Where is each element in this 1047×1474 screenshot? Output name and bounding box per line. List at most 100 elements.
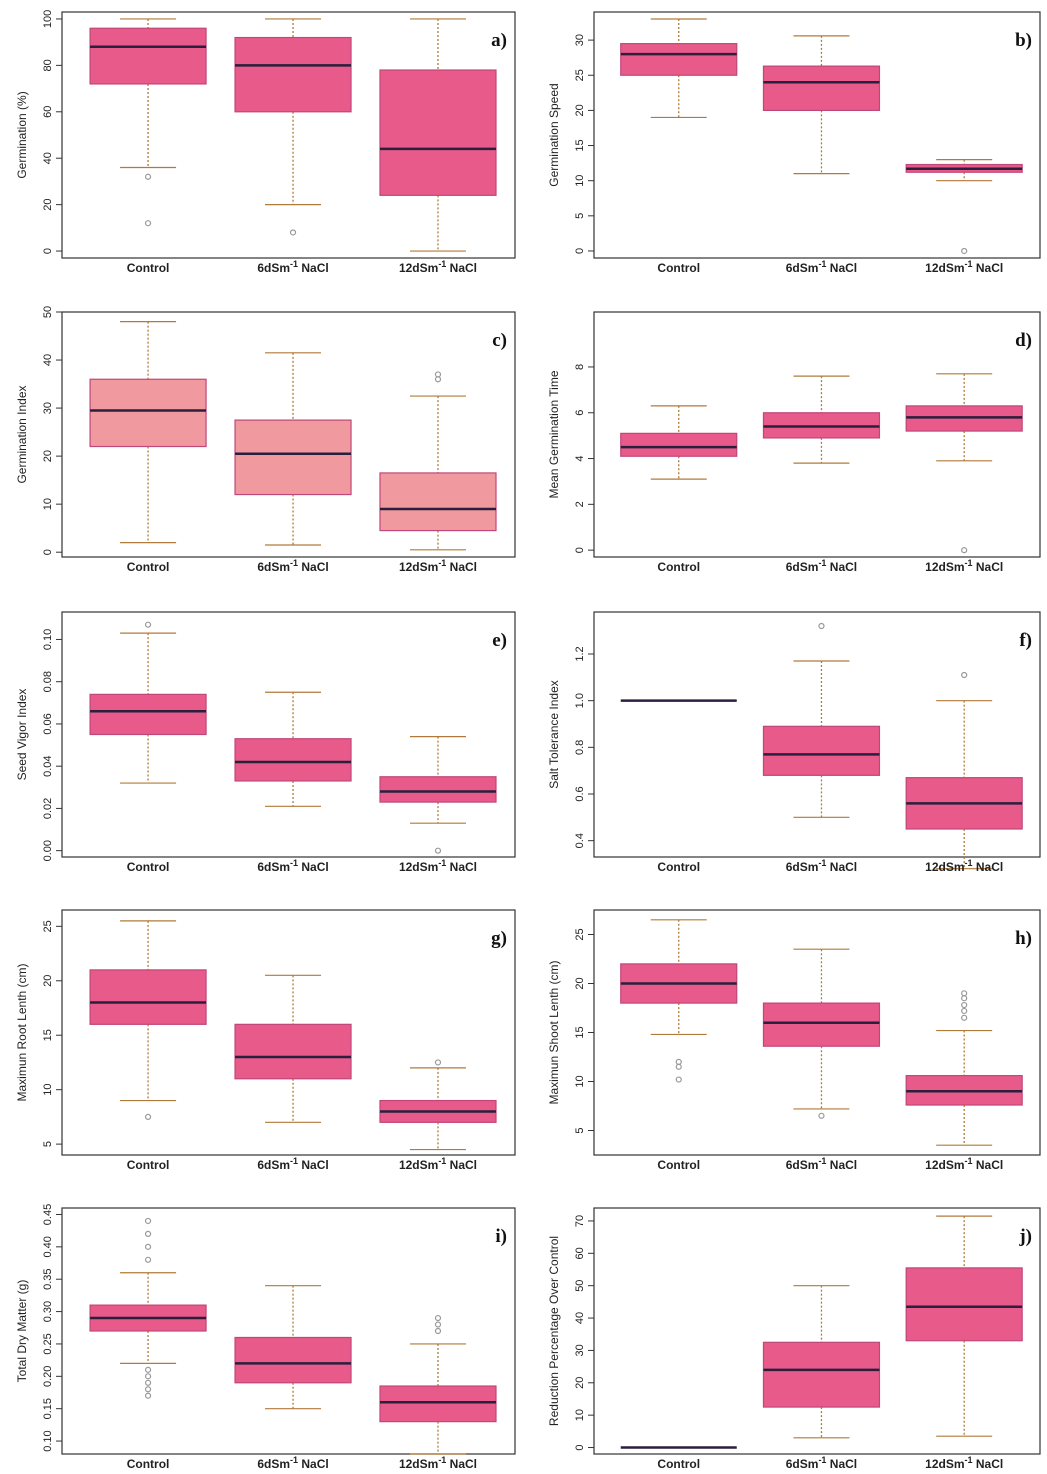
category-label: Control (127, 860, 170, 874)
y-tick-label: 15 (574, 139, 586, 151)
y-tick-label: 1.0 (574, 693, 586, 708)
y-axis-label: Seed Vigor Index (15, 689, 29, 781)
panel-j: 0 10 20 30 40 50 60 70 Reduction Percentage Over… (547, 1207, 1041, 1471)
outlier-point (961, 990, 968, 997)
y-tick-label: 0.20 (42, 1366, 54, 1387)
y-tick-label: 10 (42, 1084, 54, 1096)
box-1 (620, 18, 738, 119)
y-tick-label: 0 (574, 1444, 586, 1450)
y-tick-label: 20 (42, 450, 54, 462)
y-tick-label: 0 (42, 549, 54, 555)
plot-frame (593, 11, 1041, 259)
outlier-point (961, 247, 968, 255)
plot-frame (593, 1207, 1041, 1455)
category-label: 6dSm-1 NaCl (786, 558, 857, 574)
panel-g: 5 10 15 20 25 Maximun Root Lenth (cm) g) Contro… (15, 909, 516, 1172)
outlier-point (144, 220, 152, 227)
panel-label: b) (1015, 30, 1032, 51)
y-tick-label: 20 (574, 104, 586, 116)
y-axis-label: Reduction Percentage Over Control (547, 1236, 561, 1426)
box-2 (234, 352, 352, 546)
box-2 (762, 35, 881, 175)
panel-label: d) (1015, 330, 1032, 351)
box-2 (762, 375, 881, 464)
y-tick-label: 0.35 (42, 1268, 54, 1289)
box-3 (905, 159, 1023, 255)
y-tick-label: 0.25 (42, 1333, 54, 1354)
box-1 (620, 919, 738, 1083)
box-1 (89, 18, 207, 227)
y-tick-label: 20 (42, 198, 54, 210)
y-tick-label: 20 (574, 1377, 586, 1389)
y-axis-label: Mean Germination Time (547, 370, 561, 498)
plot-frame (61, 311, 516, 558)
panel-label: j) (1018, 1226, 1032, 1247)
y-tick-label: 0.08 (42, 671, 54, 692)
y-tick-label: 10 (574, 1409, 586, 1421)
outlier-point (961, 1014, 968, 1021)
category-label: 6dSm-1 NaCl (786, 1156, 857, 1172)
y-tick-label: 25 (574, 928, 586, 940)
outlier-point (144, 1373, 152, 1380)
category-label: Control (127, 560, 170, 574)
y-tick-label: 0.45 (42, 1204, 54, 1225)
y-tick-label: 0.15 (42, 1398, 54, 1419)
y-axis-label: Germination Speed (547, 83, 561, 186)
category-label: 6dSm-1 NaCl (257, 259, 328, 275)
box-1 (89, 621, 207, 784)
box-1 (620, 405, 738, 480)
y-tick-label: 0.6 (574, 786, 586, 801)
y-tick-label: 10 (574, 175, 586, 187)
category-label: 12dSm-1 NaCl (925, 558, 1003, 574)
outlier-point (961, 1007, 968, 1015)
category-label: 6dSm-1 NaCl (786, 259, 857, 275)
y-tick-label: 80 (42, 59, 54, 71)
iqr-box (234, 419, 352, 496)
category-label: 12dSm-1 NaCl (925, 858, 1003, 874)
iqr-box (89, 693, 207, 736)
y-tick-label: 5 (574, 213, 586, 219)
outlier-point (675, 1058, 682, 1066)
y-tick-label: 50 (42, 306, 54, 318)
box-2 (234, 18, 352, 236)
box-2 (234, 1285, 352, 1410)
iqr-box (762, 725, 881, 776)
plot-frame (61, 909, 516, 1156)
outlier-point (144, 1379, 152, 1386)
box-3 (379, 18, 497, 252)
y-tick-label: 40 (42, 152, 54, 164)
outlier-point (144, 1256, 152, 1263)
outlier-point (144, 621, 152, 628)
iqr-box (379, 776, 497, 803)
y-tick-label: 10 (42, 498, 54, 510)
category-label: Control (657, 261, 700, 275)
box-1 (89, 920, 207, 1120)
y-tick-label: 60 (574, 1247, 586, 1259)
box-2 (762, 1285, 881, 1439)
category-label: 12dSm-1 NaCl (399, 858, 477, 874)
y-tick-label: 20 (574, 977, 586, 989)
box-3 (905, 1215, 1023, 1437)
outlier-point (434, 371, 442, 378)
outlier-point (434, 1059, 442, 1066)
y-tick-label: 0.10 (42, 629, 54, 650)
box-3 (379, 736, 497, 854)
box-3 (379, 1314, 497, 1455)
y-tick-label: 0.10 (42, 1430, 54, 1451)
y-tick-label: 30 (574, 34, 586, 46)
iqr-box (234, 36, 352, 113)
y-tick-label: 0 (42, 248, 54, 254)
y-tick-label: 0.30 (42, 1301, 54, 1322)
outlier-point (289, 229, 297, 236)
y-tick-label: 0.06 (42, 713, 54, 734)
y-tick-label: 15 (42, 1029, 54, 1041)
y-tick-label: 5 (574, 1127, 586, 1133)
panel-label: a) (491, 30, 507, 51)
plot-frame (593, 311, 1041, 558)
outlier-point (434, 1321, 442, 1328)
panel-label: c) (492, 330, 507, 351)
category-label: 12dSm-1 NaCl (399, 558, 477, 574)
box-2 (762, 948, 881, 1119)
box-2 (234, 691, 352, 807)
